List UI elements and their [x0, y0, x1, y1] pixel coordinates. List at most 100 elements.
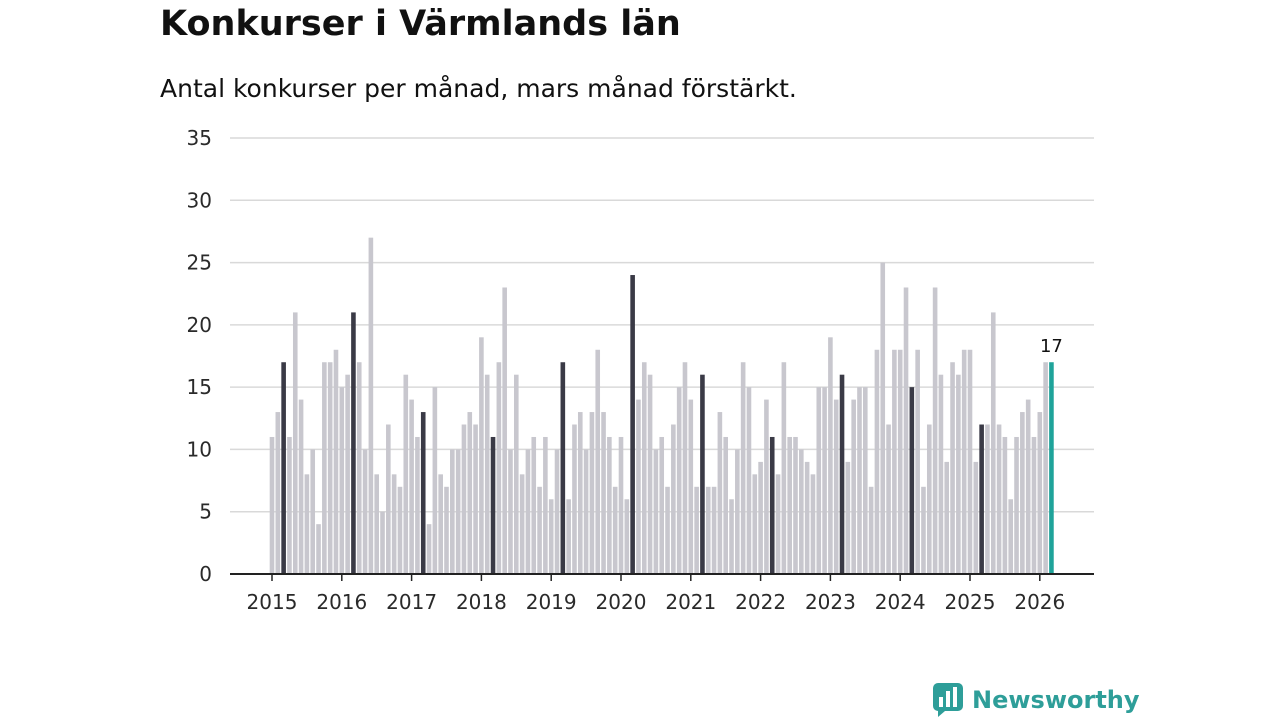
x-tick-label: 2021 [665, 590, 716, 614]
bar-2020-11 [676, 387, 682, 574]
bar-2023-11 [886, 424, 891, 574]
bar-2025-04 [985, 424, 990, 574]
bar-2018-11 [537, 486, 542, 574]
chart-title: Konkurser i Värmlands län [160, 4, 681, 44]
bar-2019-10 [601, 412, 606, 574]
bar-2020-02 [624, 499, 630, 574]
bar-2019-07 [583, 449, 589, 574]
x-tick-label: 2022 [735, 590, 786, 614]
bar-2019-02 [554, 449, 560, 574]
bar-2016-04 [356, 362, 362, 574]
bar-2020-04 [636, 399, 641, 574]
bar-2024-07 [932, 287, 938, 574]
x-tick-label: 2018 [456, 590, 507, 614]
bar-2024-09 [944, 461, 950, 574]
bar-2017-04 [426, 524, 432, 574]
bar-2015-10 [322, 362, 327, 574]
bar-2017-09 [455, 449, 461, 574]
bar-2020-08 [659, 436, 665, 574]
bar-2023-05 [851, 399, 856, 574]
bar-2021-06 [717, 412, 723, 574]
bar-2017-10 [461, 424, 467, 574]
bar-2024-10 [950, 362, 955, 574]
x-tick-label: 2024 [875, 590, 926, 614]
x-tick-label: 2016 [316, 590, 367, 614]
bar-2016-02 [345, 374, 350, 574]
bar-2026-02 [1043, 362, 1048, 574]
bar-2017-05 [432, 387, 438, 574]
bar-2024-06 [926, 424, 932, 574]
annotations: 17 [1040, 336, 1063, 357]
latest-value-label: 17 [1040, 336, 1063, 357]
bar-2024-01 [897, 349, 903, 574]
bar-2017-11 [467, 412, 473, 574]
y-axis-labels: 0 5 10 15 20 25 30 35 [187, 126, 212, 586]
bar-2019-04 [566, 499, 571, 574]
bar-2018-12 [543, 436, 548, 574]
newsworthy-logo[interactable]: Newsworthy [932, 682, 1140, 718]
bar-2015-07 [304, 474, 310, 574]
bars [269, 237, 1054, 574]
bar-2015-12 [333, 349, 339, 574]
chart-subtitle: Antal konkurser per månad, mars månad fö… [160, 74, 797, 103]
bar-2023-02 [833, 399, 839, 574]
bar-2018-05 [502, 287, 507, 574]
bar-2022-05 [781, 362, 787, 574]
bar-2021-07 [723, 436, 728, 574]
bar-2018-04 [496, 362, 502, 574]
bar-2024-11 [956, 374, 961, 574]
bar-2017-02 [415, 436, 420, 574]
bar-2017-03 [420, 412, 426, 574]
bar-2016-11 [397, 486, 403, 574]
bar-2021-08 [729, 499, 734, 574]
bar-2022-02 [764, 399, 769, 574]
bar-2025-07 [1002, 436, 1008, 574]
bar-2025-03 [979, 424, 984, 574]
bar-2016-05 [362, 449, 368, 574]
x-tick-label: 2017 [386, 590, 437, 614]
bar-2015-11 [327, 362, 333, 574]
bar-2023-03 [839, 374, 845, 574]
bar-2025-02 [973, 461, 979, 574]
bar-2023-01 [828, 337, 833, 574]
bar-2018-03 [490, 436, 496, 574]
bar-2018-01 [479, 337, 484, 574]
bar-2015-08 [310, 449, 316, 574]
bar-2019-03 [560, 362, 566, 574]
bar-2017-06 [438, 474, 443, 574]
bar-2021-03 [700, 374, 705, 574]
bar-2024-03 [909, 387, 915, 574]
x-tick-label: 2019 [526, 590, 577, 614]
bar-2024-05 [921, 486, 926, 574]
y-tick-label: 5 [199, 500, 212, 524]
y-tick-label: 35 [187, 126, 212, 150]
y-tick-label: 0 [199, 562, 212, 586]
bar-2020-07 [653, 449, 659, 574]
bar-2025-09 [1014, 436, 1019, 574]
bar-2020-05 [641, 362, 647, 574]
bar-2016-08 [380, 511, 385, 574]
bar-2025-12 [1031, 436, 1037, 574]
bar-2024-12 [961, 349, 967, 574]
bar-2023-07 [863, 387, 868, 574]
bar-2018-10 [531, 436, 537, 574]
bar-2020-12 [682, 362, 688, 574]
bar-2019-01 [548, 499, 554, 574]
bar-2017-07 [444, 486, 449, 574]
bar-2022-10 [810, 474, 816, 574]
bar-2018-09 [525, 449, 531, 574]
brand-name: Newsworthy [972, 686, 1140, 714]
bar-2015-03 [281, 362, 286, 574]
bar-2019-12 [612, 486, 618, 574]
x-tick-label: 2026 [1014, 590, 1065, 614]
bar-2022-09 [804, 461, 810, 574]
bar-2025-08 [1008, 499, 1014, 574]
bar-2015-02 [275, 412, 281, 574]
bar-2016-06 [368, 237, 374, 574]
bar-2019-05 [572, 424, 577, 574]
x-axis: 2015 2016 2017 2018 2019 2020 2021 2022 2023 2024… [230, 573, 1094, 614]
bar-2022-12 [822, 387, 827, 574]
bar-2022-04 [775, 474, 781, 574]
bar-2022-06 [787, 436, 792, 574]
bar-2025-06 [996, 424, 1002, 574]
